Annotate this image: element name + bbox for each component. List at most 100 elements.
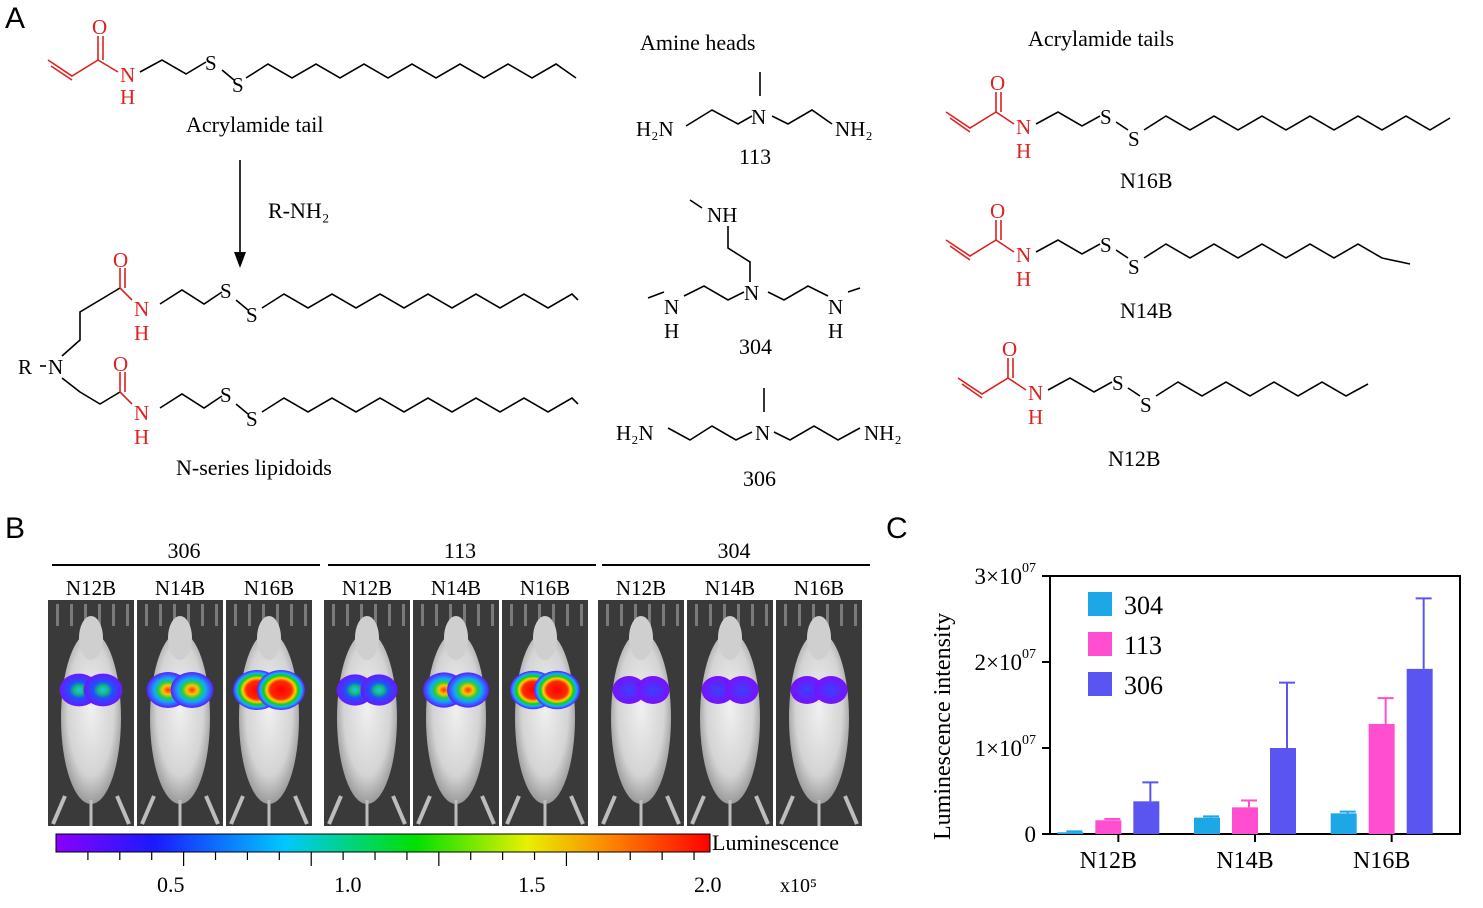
y-tick-label: 1×1007 [975, 733, 1036, 761]
atom-s: S [1128, 127, 1140, 151]
luminescence-signal [701, 676, 735, 704]
tail-n12b-structure [957, 358, 1369, 399]
image-tail-label: N12B [66, 576, 116, 600]
image-tail-label: N14B [705, 576, 755, 600]
amine-113-structure [685, 72, 833, 127]
amine-306-left: H₂N [616, 421, 654, 445]
tail-n16b-label: N16B [1120, 168, 1173, 193]
atom-s: S [232, 73, 244, 97]
atom-s: S [220, 383, 232, 407]
bar-chart: 0 1×1007 2×1007 3×1007 N12B N14B N16B 304 113 306 [975, 561, 1461, 874]
image-tail-label: N12B [616, 576, 666, 600]
amine-306-right: NH₂ [864, 421, 902, 445]
atom-n: N [744, 281, 759, 305]
atom-s: S [1100, 233, 1112, 257]
r-group: R [18, 355, 32, 379]
atom-h: H [120, 85, 135, 109]
luminescence-signal [534, 670, 580, 710]
mouse-image [776, 600, 862, 826]
amine-304-nh: NH [707, 203, 737, 227]
luminescence-signal [447, 672, 489, 708]
atom-s: S [1128, 255, 1140, 279]
atom-s: S [246, 407, 258, 431]
luminescence-signal [360, 674, 398, 706]
tail-n14b-structure [945, 220, 1411, 265]
atom-o: O [990, 199, 1005, 223]
panel-label-c: C [886, 512, 908, 545]
atom-s: S [220, 279, 232, 303]
reagent-label: R-NH₂ [268, 198, 330, 223]
x-tick-label: N16B [1353, 848, 1410, 874]
image-tail-label: N14B [155, 576, 205, 600]
image-tail-label: N16B [520, 576, 570, 600]
luminescence-signal [790, 676, 824, 704]
bar [1133, 801, 1160, 834]
atom-h: H [664, 319, 679, 343]
atom-h: H [134, 321, 149, 345]
atom-o: O [990, 71, 1005, 95]
group-amine-label: 306 [168, 538, 201, 563]
lipidoid-structure [40, 268, 579, 415]
legend-label: 304 [1124, 591, 1163, 620]
amine-306-structure [667, 388, 861, 441]
mouse-image [137, 600, 223, 826]
colorbar-tick-label: 1.5 [518, 872, 546, 897]
atom-n: N [1016, 115, 1031, 139]
colorbar-tick-label: 1.0 [334, 872, 362, 897]
acrylamide-tail-structure [47, 36, 577, 81]
atom-h: H [828, 319, 843, 343]
amine-304-structure [647, 199, 861, 301]
luminescence-colorbar [55, 833, 711, 866]
atom-h: H [1016, 139, 1031, 163]
colorbar-label: Luminescence [712, 830, 839, 855]
atom-n: N [134, 401, 149, 425]
atom-s: S [1112, 371, 1124, 395]
luminescence-signal [257, 670, 305, 710]
amine-306-id: 306 [743, 466, 776, 491]
image-tail-label: N14B [431, 576, 481, 600]
legend-swatch [1088, 592, 1112, 616]
atom-s: S [246, 303, 258, 327]
acrylamide-tails-title: Acrylamide tails [1028, 26, 1175, 51]
amine-113-left: H₂N [636, 117, 674, 141]
legend-label: 113 [1124, 631, 1162, 660]
x-tick-label: N14B [1216, 848, 1273, 874]
atom-s: S [205, 51, 217, 75]
mouse-image [324, 600, 410, 826]
atom-n: N [664, 295, 679, 319]
bar [1057, 832, 1084, 834]
mouse-image [413, 600, 499, 826]
amine-113-right: NH₂ [835, 117, 873, 141]
atom-o: O [113, 248, 128, 272]
bar [1270, 748, 1296, 834]
tail-n12b-label: N12B [1108, 446, 1161, 471]
atom-h: H [134, 425, 149, 449]
colorbar-tick-label: 0.5 [157, 872, 185, 897]
group-amine-label: 113 [444, 538, 476, 563]
bar [1330, 813, 1357, 834]
legend-label: 306 [1124, 671, 1163, 700]
x-tick-label: N12B [1080, 848, 1137, 874]
tail-n16b-structure [945, 92, 1451, 133]
atom-n: N [1028, 381, 1043, 405]
atom-o: O [1002, 337, 1017, 361]
product-caption: N-series lipidoids [176, 455, 332, 480]
mouse-image [687, 600, 773, 826]
atom-h: H [1028, 405, 1043, 429]
bar [1095, 820, 1122, 834]
imaging-panel: 306 N12B N14B N16B 113 N12B N14B N16B 304 N12B N14… [48, 538, 870, 826]
amine-304-id: 304 [739, 334, 772, 359]
bar [1232, 807, 1258, 834]
bar [1368, 723, 1395, 834]
atom-s: S [1100, 105, 1112, 129]
mouse-image [502, 600, 588, 826]
y-tick-label: 0 [1025, 822, 1037, 847]
y-tick-label: 2×1007 [975, 647, 1036, 675]
mouse-image [598, 600, 684, 826]
amine-heads-title: Amine heads [640, 30, 756, 55]
atom-n: N [1016, 243, 1031, 267]
image-tail-label: N16B [244, 576, 294, 600]
image-tail-label: N16B [794, 576, 844, 600]
atom-n: N [751, 105, 766, 129]
